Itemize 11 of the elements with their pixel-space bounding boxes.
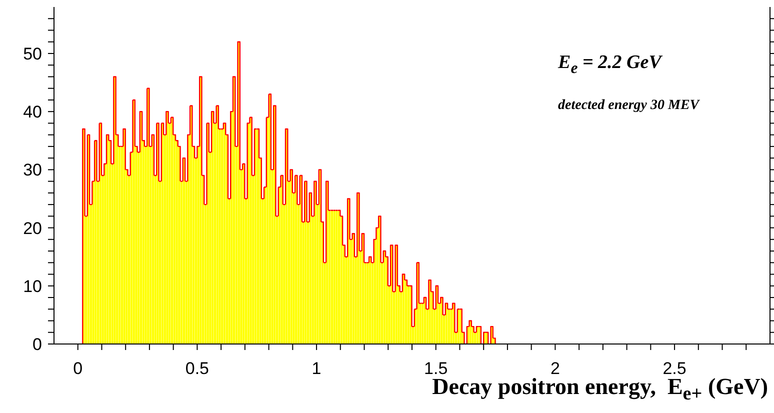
y-tick-label: 40 (23, 102, 42, 122)
annotation: E$_{e}$ = 2.2 GeV (558, 52, 662, 78)
x-tick-label: 1 (312, 359, 322, 378)
x-tick-label: 0 (73, 359, 83, 378)
y-tick-label: 10 (23, 276, 42, 296)
y-tick-label: 50 (23, 44, 42, 64)
y-tick-label: 0 (32, 335, 42, 354)
annotation: detected energy 30 MEV (558, 98, 700, 114)
x-tick-label: 0.5 (185, 359, 210, 378)
y-tick-label: 20 (23, 218, 42, 238)
y-tick-label: 30 (23, 160, 42, 180)
